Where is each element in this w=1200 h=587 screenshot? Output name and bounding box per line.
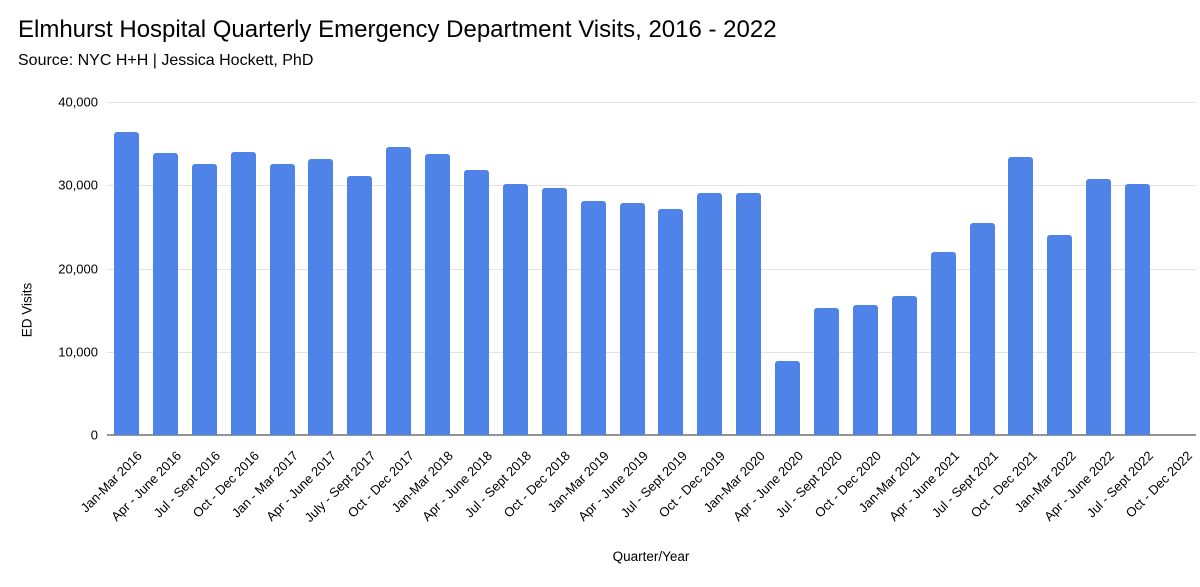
bar-apr-june-2017 — [308, 158, 334, 435]
x-tick-label: Apr - June 2021 — [885, 448, 962, 525]
bar-jan-mar-2016 — [113, 131, 139, 435]
y-gridline — [107, 102, 1196, 103]
bar-oct-dec-2016 — [230, 151, 256, 435]
x-axis-line — [107, 434, 1196, 436]
bar-jul-sept-2016 — [191, 163, 217, 435]
bar-jul-sept-2022 — [1125, 184, 1151, 435]
bar-apr-june-2022 — [1086, 179, 1112, 435]
y-gridline — [107, 351, 1196, 353]
bar-jul-sept-2019 — [658, 209, 684, 435]
bar-jul-sept-2018 — [502, 184, 528, 435]
bar-oct-dec-2020 — [852, 305, 878, 435]
x-tick-label: Apr - June 2019 — [574, 448, 651, 525]
y-tick-label: 0 — [90, 427, 98, 443]
bar-july-sept-2017 — [347, 176, 373, 435]
y-axis-title: ED Visits — [19, 282, 35, 338]
bar-apr-june-2016 — [152, 152, 178, 435]
y-tick-label: 40,000 — [58, 94, 98, 110]
bar-jan-mar-2021 — [891, 295, 917, 435]
bar-apr-june-2019 — [619, 202, 645, 435]
y-gridline — [107, 185, 1196, 187]
bar-jan-mar-2020 — [736, 192, 762, 435]
chart-source: Source: NYC H+H | Jessica Hockett, PhD — [18, 52, 314, 69]
y-tick-label: 20,000 — [58, 261, 98, 276]
y-gridline — [107, 268, 1196, 270]
bar-jul-sept-2020 — [814, 307, 840, 435]
bar-jan-mar-2017 — [269, 164, 295, 435]
bar-oct-dec-2019 — [697, 192, 723, 435]
bar-oct-dec-2021 — [1008, 156, 1034, 435]
bar-apr-june-2021 — [930, 251, 956, 435]
y-tick-label: 10,000 — [58, 344, 98, 360]
chart-title: Elmhurst Hospital Quarterly Emergency De… — [18, 16, 777, 43]
bar-jul-sept-2021 — [969, 222, 995, 435]
bar-oct-dec-2017 — [386, 146, 412, 435]
bar-jan-mar-2019 — [580, 201, 606, 435]
bar-jan-mar-2022 — [1047, 235, 1073, 435]
bar-apr-june-2020 — [775, 360, 801, 435]
bar-apr-june-2018 — [463, 170, 489, 435]
y-tick-label: 30,000 — [58, 177, 98, 193]
bar-jan-mar-2018 — [425, 154, 451, 435]
x-axis-title: Quarter/Year — [612, 549, 690, 564]
bar-oct-dec-2018 — [541, 187, 567, 435]
